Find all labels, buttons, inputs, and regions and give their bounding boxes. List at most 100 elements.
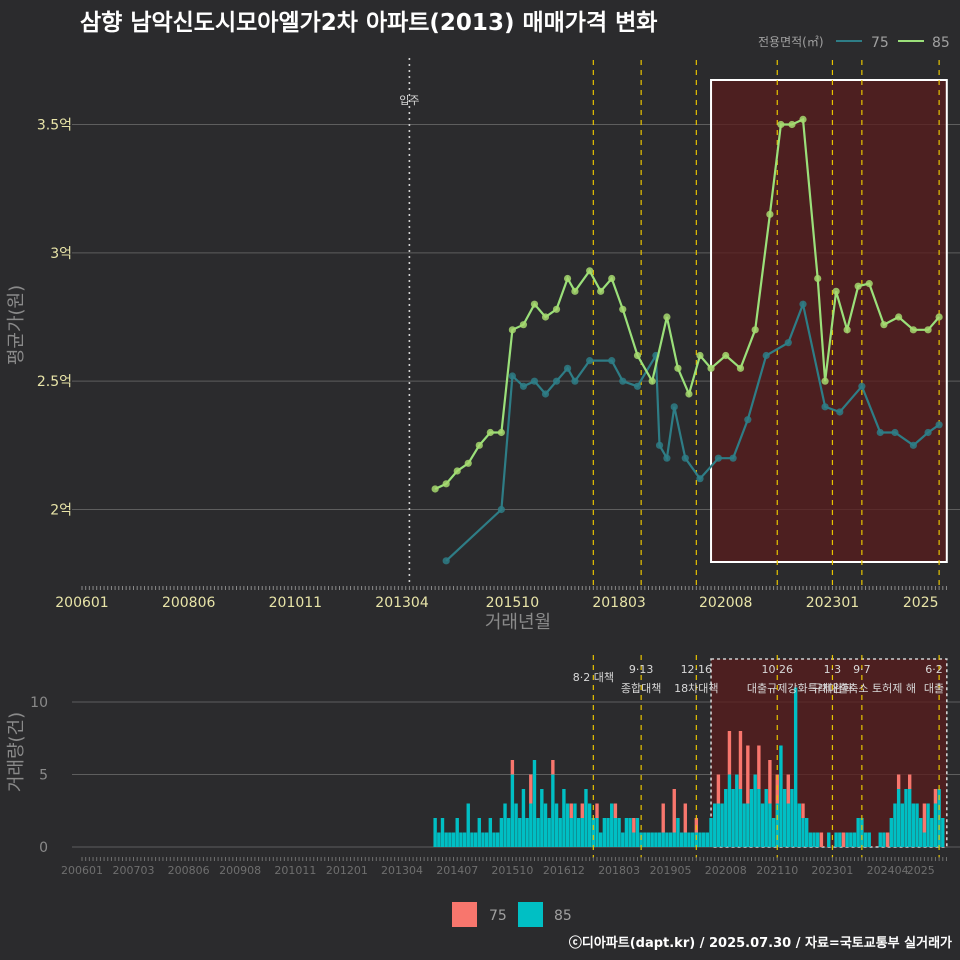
series-85-point-16 [608,274,616,283]
policy-label-0: 8·2 대책 [573,671,614,684]
bar-85-91 [768,803,772,847]
bar-85-55 [635,818,640,847]
series-75-point-9 [586,357,594,365]
policy-label-5: 9·7 [853,663,871,676]
bar-85-128 [930,818,934,847]
bar-85-58 [646,832,651,847]
bar-85-64 [668,832,673,847]
bar-85-77 [716,803,721,847]
volume-x-tick-1: 200703 [113,864,155,877]
bar-85-51 [621,832,625,847]
bar-85-118 [893,803,897,847]
bar-85-113 [863,832,868,847]
bar-85-43 [591,818,596,847]
bar-85-81 [731,789,735,847]
series-75-point-32 [935,421,943,429]
series-85-point-14 [586,267,594,275]
bar-85-28 [536,818,540,847]
series-75-point-0 [442,557,450,565]
volume-y-axis-label: 거래량(건) [6,712,27,792]
volume-chart: 0 5 10 8·2 대책 9·13 종합대책 12·16 18차대책 10·26 대출규제강화 1… [30,655,960,877]
bar-85-108 [845,832,849,847]
series-85-point-37 [865,280,873,288]
series-85-point-23 [696,351,704,360]
bar-85-109 [849,832,853,847]
series-85-point-5 [486,428,494,437]
series-85-point-27 [751,326,759,334]
series-85-point-41 [924,326,932,334]
volume-x-tick-13: 202110 [756,864,798,877]
bar-85-121 [904,789,908,847]
bar-85-73 [701,832,706,847]
bar-85-107 [838,832,842,847]
bar-85-90 [764,789,768,847]
bar-75-10 [683,803,687,833]
volume-x-tick-11: 201905 [650,864,692,877]
volume-x-tick-12: 202008 [705,864,747,877]
series-75-point-12 [633,382,642,390]
bar-85-22 [514,803,518,847]
series-85-point-8 [519,321,528,329]
bar-85-99 [797,803,802,847]
bar-85-78 [720,803,724,847]
policy-sublabel-4: 규제완화 [812,682,852,695]
bar-85-116 [882,832,886,847]
bar-85-14 [484,832,489,847]
series-85-point-42 [935,313,943,321]
series-75-point-31 [924,428,932,437]
bar-85-36 [565,803,570,847]
price-x-tick-5: 201803 [592,595,645,611]
series-85-point-35 [843,326,851,334]
bar-75-27 [933,789,938,804]
series-85-point-12 [563,274,572,283]
bar-85-122 [907,789,912,847]
volume-x-tick-14: 202301 [811,864,853,877]
bar-85-5 [451,832,456,847]
price-x-tick-7: 202301 [806,595,859,611]
series-75-point-3 [519,382,528,390]
bar-75-1 [529,774,533,804]
series-85-point-20 [663,313,671,321]
bar-85-34 [558,818,562,847]
bar-85-70 [690,832,695,847]
bar-85-19 [503,803,507,847]
bar-85-4 [448,832,452,847]
bar-85-12 [477,818,481,847]
volume-x-tick-16: 2025 [907,864,935,877]
bar-85-106 [834,832,838,847]
bar-85-25 [525,818,529,847]
series-75-point-16 [670,403,678,411]
price-y-axis-label: 평균가(원) [6,285,27,365]
bar-85-67 [679,832,684,847]
series-85-point-25 [722,351,730,360]
series-85-point-40 [909,326,917,334]
bar-85-45 [598,832,603,847]
series-75-point-27 [858,382,866,390]
series-75-point-1 [497,505,505,514]
price-y-tick-2: 3억 [50,246,72,262]
price-x-tick-1: 200806 [162,595,216,611]
volume-y-tick-1: 5 [39,768,48,784]
bar-85-42 [587,803,592,847]
bar-85-30 [543,803,548,847]
series-85-point-26 [736,364,745,372]
price-x-tick-6: 202008 [699,595,752,611]
bar-85-41 [584,789,588,847]
bar-85-72 [698,832,702,847]
policy-label-2: 12·16 [681,663,713,676]
bar-75-2 [551,760,555,775]
bar-75-9 [672,789,676,833]
bar-75-26 [922,803,927,833]
series-75-point-2 [508,372,516,380]
entry-label-0: 입주 [399,94,419,107]
bar-85-114 [867,832,871,847]
policy-label-6: 6·2 [925,663,943,676]
series-75-point-20 [729,454,737,462]
bar-85-126 [922,832,927,847]
volume-x-tick-0: 200601 [61,864,103,877]
volume-y-tick-2: 10 [30,695,48,711]
bar-85-32 [551,774,555,847]
volume-x-tick-4: 201011 [274,864,316,877]
bar-85-123 [911,803,916,847]
